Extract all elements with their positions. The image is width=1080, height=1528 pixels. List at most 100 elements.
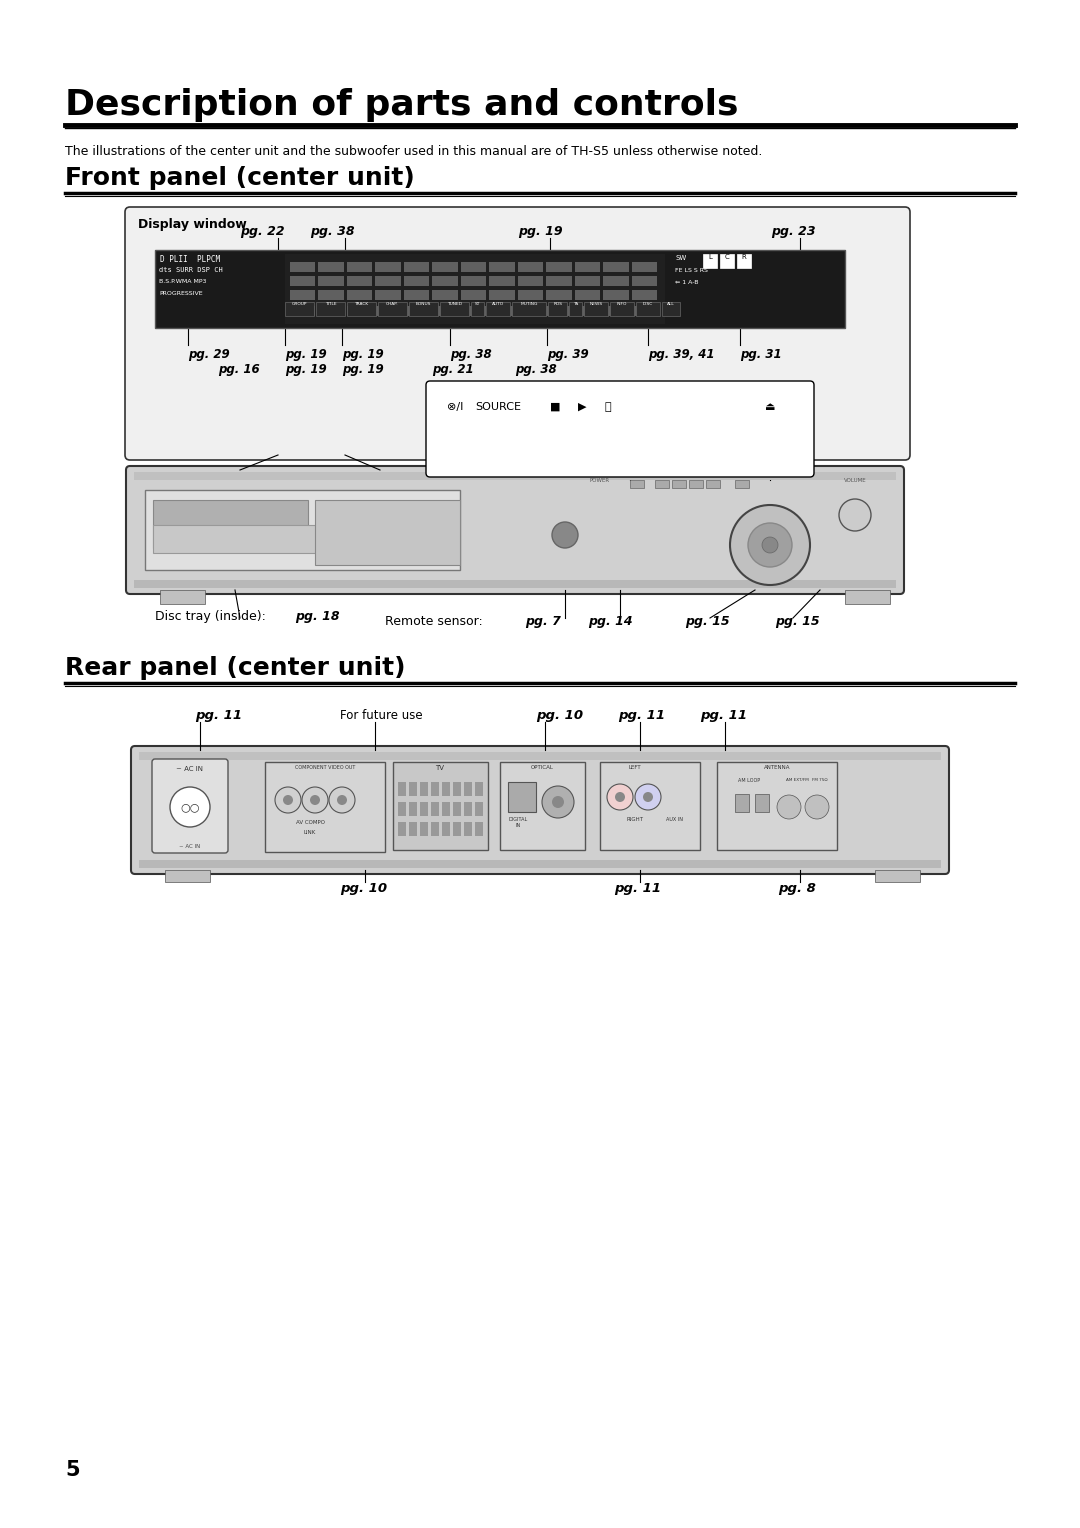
- Text: Disc tray (inside):: Disc tray (inside):: [156, 610, 270, 623]
- Text: pg. 18: pg. 18: [608, 439, 652, 451]
- Bar: [404, 277, 430, 286]
- Bar: [546, 290, 571, 299]
- Text: FM 75Ω: FM 75Ω: [812, 778, 827, 782]
- Bar: [420, 782, 428, 796]
- Bar: [603, 261, 629, 272]
- FancyBboxPatch shape: [152, 759, 228, 853]
- Bar: [517, 261, 543, 272]
- Circle shape: [542, 785, 573, 817]
- Text: DIGITAL
IN: DIGITAL IN: [509, 817, 528, 828]
- Bar: [471, 303, 485, 316]
- Bar: [315, 500, 460, 565]
- Bar: [672, 480, 686, 487]
- Bar: [399, 822, 406, 836]
- Bar: [610, 303, 634, 316]
- Bar: [517, 290, 543, 299]
- Bar: [347, 306, 373, 316]
- Bar: [575, 306, 600, 316]
- Bar: [453, 782, 461, 796]
- Bar: [134, 581, 896, 588]
- Circle shape: [643, 792, 653, 802]
- Text: ⏏: ⏏: [765, 402, 775, 413]
- Circle shape: [762, 536, 778, 553]
- Text: Display window: Display window: [138, 219, 246, 231]
- Text: ⏸: ⏸: [605, 402, 611, 413]
- Text: ⇐ 1 A-B: ⇐ 1 A-B: [675, 280, 699, 286]
- Text: ~ AC IN: ~ AC IN: [176, 766, 203, 772]
- Bar: [165, 869, 210, 882]
- Text: 5: 5: [65, 1459, 80, 1481]
- Text: The illustrations of the center unit and the subwoofer used in this manual are o: The illustrations of the center unit and…: [65, 145, 762, 157]
- Bar: [347, 261, 373, 272]
- Text: VOLUME: VOLUME: [843, 478, 866, 483]
- Bar: [717, 762, 837, 850]
- Bar: [489, 290, 515, 299]
- Bar: [735, 795, 750, 811]
- Text: INFO: INFO: [617, 303, 627, 306]
- Text: AM LOOP: AM LOOP: [738, 778, 760, 782]
- Circle shape: [730, 504, 810, 585]
- Bar: [378, 303, 407, 316]
- Bar: [409, 822, 417, 836]
- Text: pg. 14: pg. 14: [440, 439, 485, 451]
- Bar: [475, 782, 483, 796]
- Bar: [399, 782, 406, 796]
- Bar: [285, 254, 665, 324]
- Text: pg. 19: pg. 19: [285, 364, 326, 376]
- Bar: [399, 802, 406, 816]
- Text: ▶: ▶: [578, 402, 586, 413]
- Text: AUTO: AUTO: [492, 303, 504, 306]
- Text: Rear panel (center unit): Rear panel (center unit): [65, 656, 405, 680]
- Bar: [489, 277, 515, 286]
- Text: AM EXT/FM: AM EXT/FM: [785, 778, 808, 782]
- Bar: [703, 254, 717, 267]
- Text: L: L: [708, 254, 712, 260]
- Bar: [464, 802, 472, 816]
- Text: pg. 39, 41: pg. 39, 41: [648, 348, 715, 361]
- Text: SOURCE: SOURCE: [475, 402, 521, 413]
- Bar: [291, 261, 315, 272]
- Bar: [319, 261, 343, 272]
- Circle shape: [302, 787, 328, 813]
- Circle shape: [552, 523, 578, 549]
- Text: pg. 15: pg. 15: [775, 614, 820, 628]
- Bar: [464, 822, 472, 836]
- Text: COMPONENT VIDEO OUT: COMPONENT VIDEO OUT: [295, 766, 355, 770]
- Text: pg. 19: pg. 19: [342, 364, 383, 376]
- Bar: [291, 277, 315, 286]
- Text: pg. 18: pg. 18: [578, 448, 623, 461]
- Text: pg. 11: pg. 11: [195, 709, 242, 723]
- Text: B.S.P.WMA MP3: B.S.P.WMA MP3: [159, 280, 206, 284]
- Circle shape: [805, 795, 829, 819]
- Text: CHAP.: CHAP.: [387, 303, 399, 306]
- Circle shape: [777, 795, 801, 819]
- Text: Remote sensor:: Remote sensor:: [384, 614, 487, 628]
- Text: PROGRESSIVE: PROGRESSIVE: [159, 290, 203, 296]
- Text: pg. 38: pg. 38: [450, 348, 491, 361]
- Circle shape: [635, 784, 661, 810]
- Bar: [153, 500, 308, 549]
- Bar: [461, 277, 486, 286]
- Text: pg. 11: pg. 11: [700, 709, 747, 723]
- Bar: [517, 306, 543, 316]
- Bar: [600, 762, 700, 850]
- Text: RDS: RDS: [553, 303, 563, 306]
- Text: RIGHT: RIGHT: [626, 817, 644, 822]
- Text: LINK: LINK: [303, 830, 316, 834]
- Bar: [632, 261, 657, 272]
- Circle shape: [552, 796, 564, 808]
- Bar: [735, 480, 750, 487]
- Text: pg. 29: pg. 29: [188, 348, 230, 361]
- Circle shape: [607, 784, 633, 810]
- Bar: [291, 290, 315, 299]
- Text: AV COMPO: AV COMPO: [296, 821, 324, 825]
- Bar: [737, 254, 751, 267]
- Bar: [575, 277, 600, 286]
- Text: pg. 15: pg. 15: [470, 448, 515, 461]
- Text: pg. 7: pg. 7: [525, 614, 561, 628]
- Bar: [500, 762, 585, 850]
- Circle shape: [839, 500, 870, 532]
- Bar: [153, 526, 453, 553]
- Bar: [431, 822, 438, 836]
- Bar: [409, 782, 417, 796]
